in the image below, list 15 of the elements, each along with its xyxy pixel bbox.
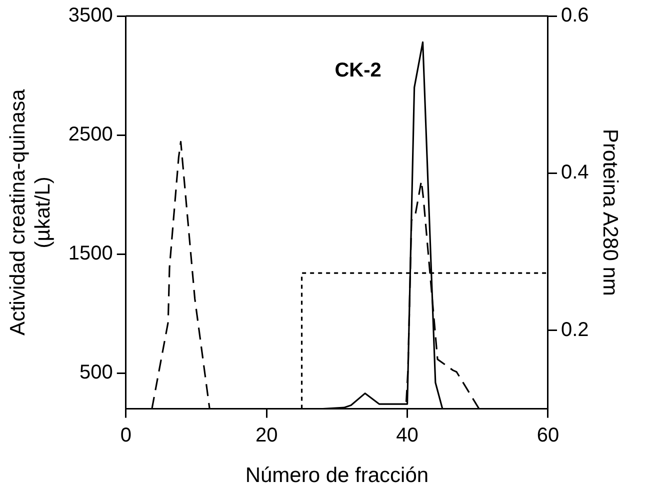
x-tick-label: 20 [255,424,278,446]
x-axis-title: Número de fracción [245,464,429,488]
y2-tick-label: 0.4 [560,162,589,184]
x-tick-label: 40 [396,424,418,446]
y-tick-label: 3500 [68,4,113,27]
y2-axis-title: Proteina A280 nm [598,128,622,296]
y2-tick-label: 0.2 [560,318,589,341]
y2-tick-label: 0.6 [560,4,589,27]
y-axis-title: Actividad creatina-quinasa (µkat/L) [6,88,55,336]
x-tick-label: 60 [536,424,560,446]
y-tick-label: 2500 [68,124,113,146]
y-tick-label: 500 [80,362,113,384]
y-tick-label: 1500 [68,242,113,265]
annotation: CK-2 [334,60,382,82]
x-tick-label: 0 [120,424,132,446]
